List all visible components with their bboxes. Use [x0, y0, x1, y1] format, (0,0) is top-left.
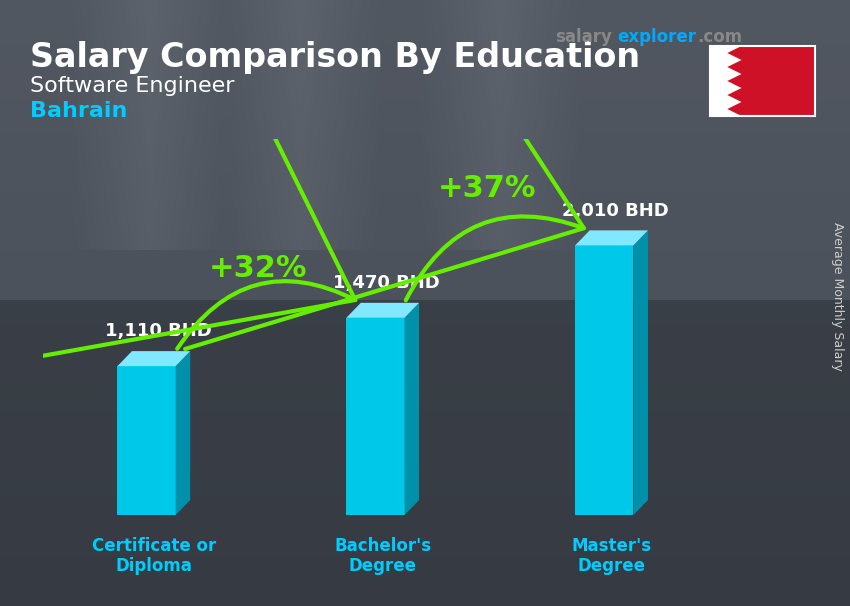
Text: .com: .com: [697, 28, 742, 46]
FancyArrowPatch shape: [0, 0, 355, 373]
Text: Salary Comparison By Education: Salary Comparison By Education: [30, 41, 640, 74]
Text: Bahrain: Bahrain: [30, 101, 127, 121]
Text: +37%: +37%: [438, 174, 536, 203]
Text: Software Engineer: Software Engineer: [30, 76, 235, 96]
Polygon shape: [117, 366, 176, 515]
Text: Average Monthly Salary: Average Monthly Salary: [831, 222, 845, 370]
Text: +32%: +32%: [208, 254, 307, 282]
Polygon shape: [633, 230, 648, 515]
Polygon shape: [117, 351, 190, 366]
Polygon shape: [575, 245, 633, 515]
Polygon shape: [405, 303, 419, 515]
Polygon shape: [346, 303, 419, 318]
FancyArrowPatch shape: [185, 0, 584, 349]
Polygon shape: [176, 351, 190, 515]
Text: 1,110 BHD: 1,110 BHD: [105, 322, 212, 341]
Text: 1,470 BHD: 1,470 BHD: [333, 274, 440, 292]
Text: Bachelor's
Degree: Bachelor's Degree: [334, 536, 431, 575]
Text: explorer: explorer: [617, 28, 696, 46]
Polygon shape: [575, 230, 648, 245]
Text: 2,010 BHD: 2,010 BHD: [563, 202, 669, 219]
Polygon shape: [710, 46, 741, 116]
Bar: [710, 46, 815, 116]
Text: Certificate or
Diploma: Certificate or Diploma: [92, 536, 216, 575]
Polygon shape: [346, 318, 405, 515]
Text: Master's
Degree: Master's Degree: [571, 536, 652, 575]
Text: salary: salary: [555, 28, 612, 46]
